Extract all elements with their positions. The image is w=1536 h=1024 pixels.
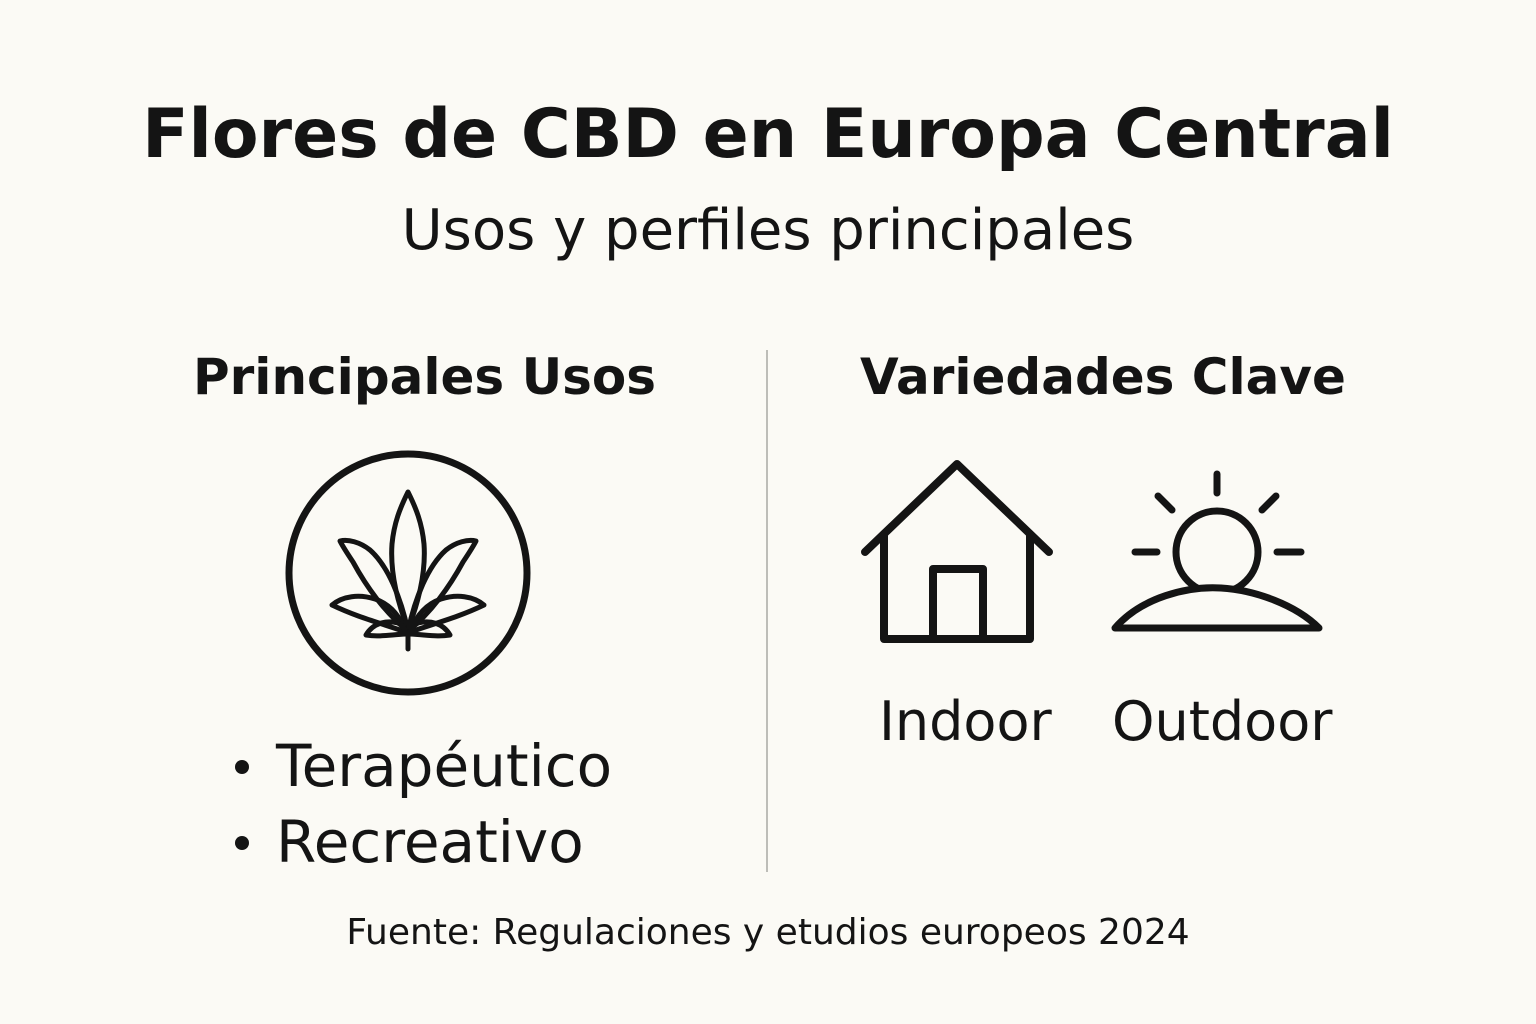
varieties-heading: Variedades Clave [860, 348, 1346, 406]
section-divider [766, 350, 768, 872]
house-icon [856, 458, 1058, 648]
cannabis-leaf-icon [282, 447, 534, 699]
indoor-label: Indoor [879, 690, 1052, 753]
list-item: Terapéutico [229, 728, 612, 804]
use-label: Recreativo [276, 808, 584, 876]
uses-list: Terapéutico Recreativo [229, 728, 612, 880]
bullet-icon [235, 760, 249, 774]
source-note: Fuente: Regulaciones y etudios europeos … [346, 912, 1190, 953]
uses-heading: Principales Usos [193, 348, 657, 406]
sun-icon [1110, 468, 1325, 640]
page-title: Flores de CBD en Europa Central [142, 95, 1394, 174]
use-label: Terapéutico [276, 732, 613, 800]
outdoor-label: Outdoor [1112, 690, 1333, 753]
list-item: Recreativo [229, 804, 612, 880]
page-subtitle: Usos y perfiles principales [401, 198, 1135, 263]
bullet-icon [235, 836, 249, 850]
